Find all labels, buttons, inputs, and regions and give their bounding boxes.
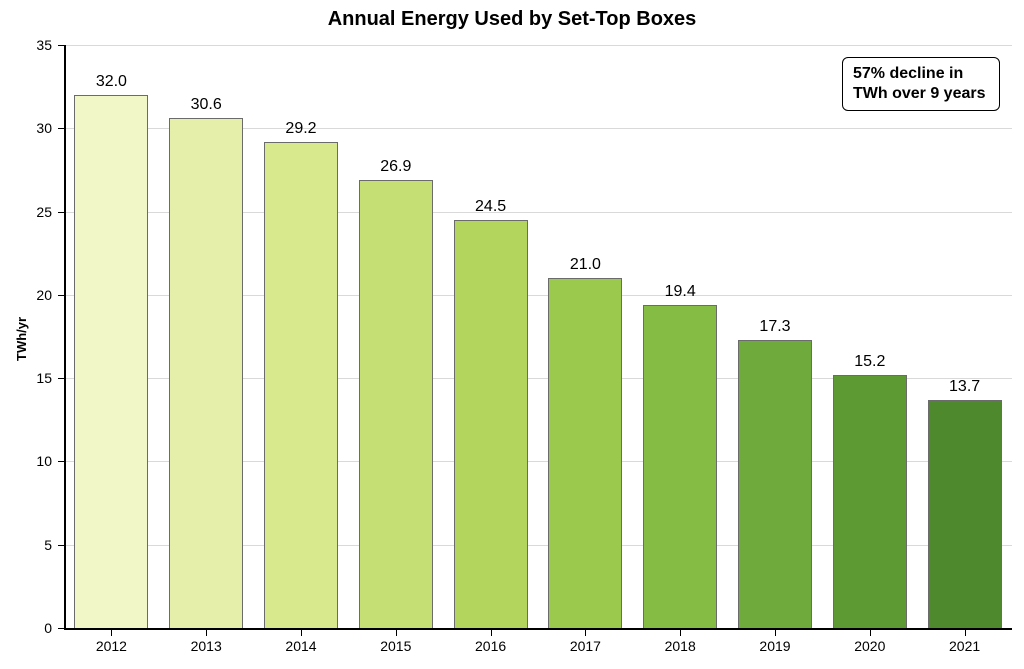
- x-tick-mark: [680, 630, 681, 636]
- x-tick-mark: [301, 630, 302, 636]
- bar-value-label: 24.5: [451, 198, 531, 216]
- bar-value-label: 30.6: [166, 96, 246, 114]
- bar-value-label: 19.4: [640, 283, 720, 301]
- x-tick-mark: [111, 630, 112, 636]
- x-tick-label: 2019: [735, 638, 815, 654]
- bar-value-label: 21.0: [545, 256, 625, 274]
- x-tick-mark: [396, 630, 397, 636]
- x-tick-label: 2018: [640, 638, 720, 654]
- x-tick-label: 2013: [166, 638, 246, 654]
- bar: [359, 180, 433, 628]
- callout-line-1: 57% decline in: [853, 64, 989, 84]
- x-tick-label: 2020: [830, 638, 910, 654]
- bar-value-label: 29.2: [261, 120, 341, 138]
- x-tick-label: 2017: [545, 638, 625, 654]
- y-axis-line: [64, 45, 66, 628]
- x-tick-label: 2012: [71, 638, 151, 654]
- y-tick-label: 0: [22, 620, 52, 636]
- y-tick-label: 20: [22, 287, 52, 303]
- x-tick-label: 2015: [356, 638, 436, 654]
- chart-container: Annual Energy Used by Set-Top Boxes TWh/…: [0, 0, 1024, 669]
- y-tick-label: 25: [22, 204, 52, 220]
- bar-value-label: 15.2: [830, 353, 910, 371]
- bar: [643, 305, 717, 628]
- x-tick-label: 2014: [261, 638, 341, 654]
- bar-value-label: 13.7: [925, 378, 1005, 396]
- x-tick-mark: [206, 630, 207, 636]
- bar: [74, 95, 148, 628]
- gridline: [64, 45, 1012, 46]
- bar: [454, 220, 528, 628]
- plot-area: 0510152025303532.0201230.6201329.2201426…: [64, 45, 1012, 628]
- bar: [548, 278, 622, 628]
- x-tick-mark: [965, 630, 966, 636]
- bar-value-label: 32.0: [71, 73, 151, 91]
- bar: [738, 340, 812, 628]
- bar: [833, 375, 907, 628]
- x-tick-label: 2016: [451, 638, 531, 654]
- callout-line-2: TWh over 9 years: [853, 84, 989, 104]
- x-tick-mark: [585, 630, 586, 636]
- y-tick-label: 10: [22, 453, 52, 469]
- y-tick-label: 5: [22, 537, 52, 553]
- bar: [264, 142, 338, 628]
- y-tick-label: 30: [22, 120, 52, 136]
- bar: [928, 400, 1002, 628]
- bar: [169, 118, 243, 628]
- y-axis-label: TWh/yr: [14, 316, 29, 360]
- x-tick-mark: [491, 630, 492, 636]
- bar-value-label: 17.3: [735, 318, 815, 336]
- bar-value-label: 26.9: [356, 158, 436, 176]
- chart-title: Annual Energy Used by Set-Top Boxes: [0, 8, 1024, 31]
- x-tick-mark: [775, 630, 776, 636]
- y-tick-label: 15: [22, 370, 52, 386]
- x-tick-mark: [870, 630, 871, 636]
- y-tick-label: 35: [22, 37, 52, 53]
- callout-box: 57% decline in TWh over 9 years: [842, 57, 1000, 111]
- x-tick-label: 2021: [925, 638, 1005, 654]
